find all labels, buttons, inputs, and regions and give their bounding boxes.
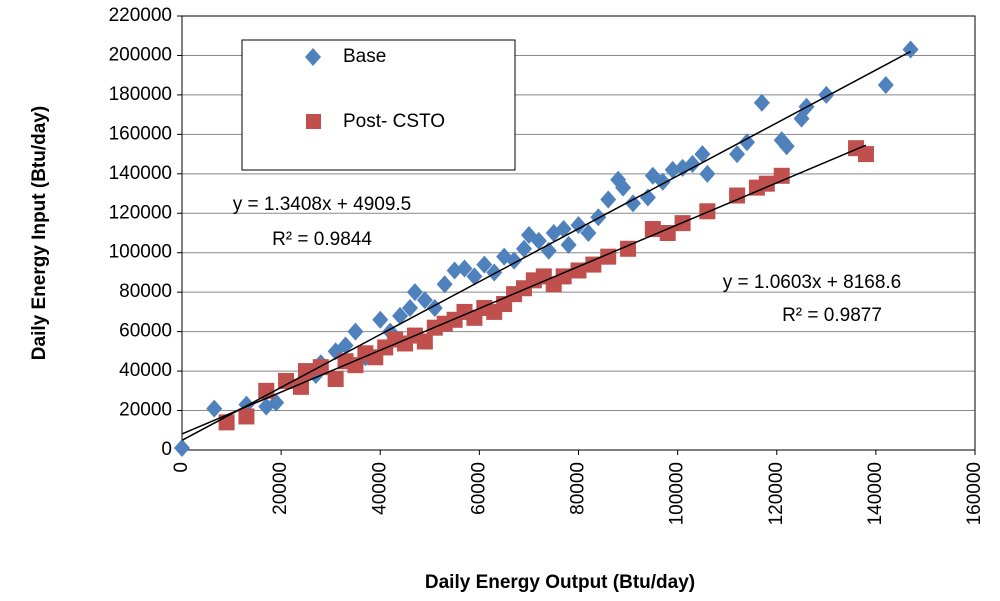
x-tick-label: 40000 [369,462,390,515]
point [570,216,587,235]
x-tick-label: 60000 [468,462,489,515]
point [258,382,275,399]
point [778,137,795,156]
point [372,310,389,329]
point [600,190,617,209]
y-tick-label: 0 [161,439,172,460]
point [392,306,409,325]
point [406,283,423,302]
point [292,378,309,395]
x-tick-label: 80000 [568,462,589,515]
point [753,93,770,112]
legend-label: Post- CSTO [343,111,445,132]
y-tick-label: 200000 [109,44,172,65]
point [585,256,602,273]
point [416,291,433,310]
y-tick-label: 80000 [119,281,172,302]
point [555,220,572,239]
point [436,275,453,294]
legend: Base Post- CSTO [241,39,516,171]
point [758,175,775,192]
x-tick-label: 160000 [964,462,985,525]
point [699,203,716,220]
point [530,231,547,250]
point [664,160,681,179]
point [625,194,642,213]
y-axis-label: Daily Energy Input (Btu/day) [29,106,50,360]
marks [174,40,919,458]
point [401,298,418,317]
x-tick-label: 120000 [766,462,787,525]
legend-label: Base [343,46,386,67]
y-tick-label: 60000 [119,321,172,342]
point [739,133,756,152]
point [466,267,483,286]
point [560,235,577,254]
x-axis-label: Daily Energy Output (Btu/day) [425,572,695,593]
y-tick-label: 180000 [109,84,172,105]
y-tick-label: 120000 [109,202,172,223]
trend-r2: R² = 0.9877 [782,305,882,326]
point [456,259,473,278]
point [570,262,587,279]
y-tick-label: 220000 [109,5,172,26]
point [580,224,597,242]
point [729,145,746,164]
point [729,187,746,204]
point [515,239,532,258]
point [659,225,676,241]
trend-r2: R² = 0.9844 [272,229,372,250]
y-tick-label: 140000 [109,163,172,184]
point [877,76,894,95]
y-tick-label: 40000 [119,360,172,381]
point [312,359,329,376]
legend-marker [305,48,321,66]
point [555,268,572,285]
point [347,322,364,341]
point [278,372,295,389]
point [416,333,433,350]
point [620,240,637,257]
x-tick-label: 0 [171,462,192,473]
point [694,145,711,164]
x-tick-label: 140000 [865,462,886,525]
point [238,408,255,425]
trend-line [181,144,867,435]
point [699,164,716,183]
point [615,178,632,197]
x-tick-label: 100000 [667,462,688,525]
point [327,370,344,387]
trend-line [181,50,911,441]
trend-equation: y = 1.0603x + 8168.6 [723,272,902,293]
legend-marker [306,114,321,129]
y-tick-label: 160000 [109,123,172,144]
point [174,439,190,458]
point [337,336,354,355]
plot-frame [181,15,976,451]
point [476,255,493,274]
point [297,363,314,380]
trend-equation: y = 1.3408x + 4909.5 [233,194,412,215]
x-tick-label: 20000 [270,462,291,515]
y-tick-label: 100000 [109,242,172,263]
point [684,154,701,173]
point [446,261,463,280]
y-tick-label: 20000 [119,400,172,421]
point [206,399,223,418]
point [486,263,503,282]
point [818,85,835,104]
legend-box [241,39,516,171]
point [857,146,874,163]
point [590,208,607,227]
